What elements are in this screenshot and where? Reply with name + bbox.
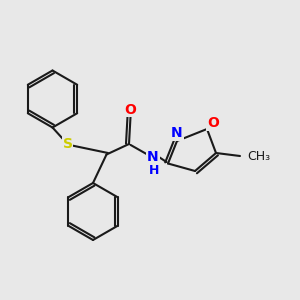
Text: N: N [171,127,183,140]
Text: CH₃: CH₃ [248,149,271,163]
Text: H: H [149,164,160,177]
Text: O: O [207,116,219,130]
Text: O: O [124,103,136,116]
Text: S: S [62,137,73,151]
Text: N: N [147,150,159,164]
